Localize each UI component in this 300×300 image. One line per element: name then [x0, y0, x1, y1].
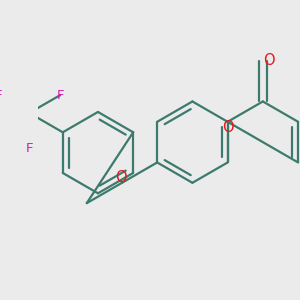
Text: O: O: [222, 119, 233, 134]
Text: F: F: [56, 88, 64, 102]
Text: O: O: [263, 53, 274, 68]
Text: F: F: [0, 88, 2, 102]
Text: O: O: [115, 169, 127, 184]
Text: F: F: [26, 142, 33, 155]
